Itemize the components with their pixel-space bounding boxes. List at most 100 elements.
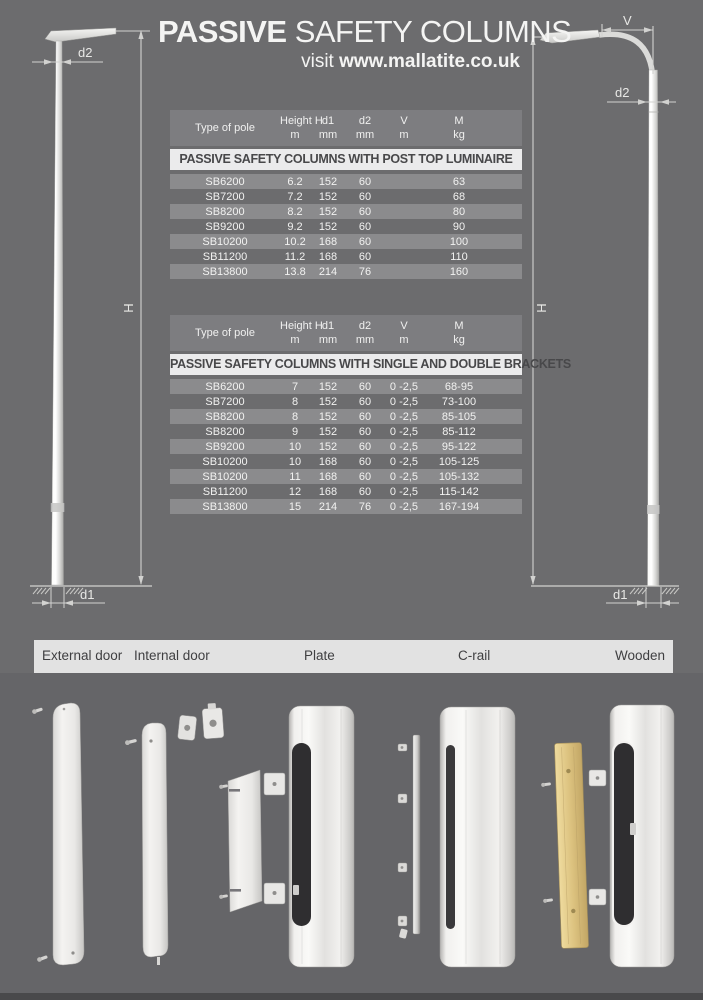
table-row: SB10200 10.2 168 60 100 bbox=[170, 234, 522, 249]
external-door-panel bbox=[52, 702, 85, 966]
c-rail-pole-section bbox=[439, 706, 516, 968]
table-cell: 60 bbox=[358, 205, 372, 218]
right-v-label: V bbox=[623, 13, 632, 28]
subtitle-prefix: visit bbox=[301, 50, 340, 72]
table-cell: 7.2 bbox=[287, 190, 303, 203]
arrow bbox=[644, 27, 653, 33]
table-cell: 105-132 bbox=[438, 470, 480, 483]
table-cell: 60 bbox=[358, 235, 372, 248]
table-cell: 12 bbox=[288, 485, 302, 498]
table-cell: 15 bbox=[288, 500, 302, 513]
table-cell: 152 bbox=[318, 395, 338, 408]
table-cell: 115-142 bbox=[439, 485, 479, 498]
table-row: SB10200 10 168 60 0 -2,5 105-125 bbox=[170, 454, 522, 469]
table-cell: 11.2 bbox=[284, 250, 306, 263]
table-row: SB13800 15 214 76 0 -2,5 167-194 bbox=[170, 499, 522, 514]
table-cell: 0 -2,5 bbox=[389, 485, 419, 498]
label-external-door: External door bbox=[42, 648, 123, 663]
arrow bbox=[44, 59, 53, 65]
arrow bbox=[138, 30, 144, 39]
table-cell: 152 bbox=[318, 425, 338, 438]
plate-slot bbox=[230, 889, 241, 892]
table-cell: 6.2 bbox=[287, 175, 303, 188]
table-cell: SB8200 bbox=[205, 205, 245, 218]
arrow bbox=[602, 27, 611, 33]
clip-piece bbox=[397, 862, 408, 873]
door-tab bbox=[157, 957, 160, 965]
left-h-label: H bbox=[121, 303, 136, 312]
table-row: SB8200 9 152 60 0 -2,5 85-112 bbox=[170, 424, 522, 439]
website-link[interactable]: www.mallatite.co.uk bbox=[339, 50, 520, 72]
screw-icon bbox=[37, 955, 48, 962]
table-cell: 68 bbox=[452, 190, 466, 203]
c-rail-image bbox=[397, 706, 516, 968]
screw-hole bbox=[71, 951, 75, 955]
table-row: SB11200 11.2 168 60 110 bbox=[170, 249, 522, 264]
header: PASSIVE SAFETY COLUMNS visit www.mallati… bbox=[158, 15, 572, 73]
bracket-plate bbox=[588, 888, 607, 906]
c-rail-strip bbox=[412, 734, 421, 935]
table-cell: 60 bbox=[358, 395, 372, 408]
clip-piece bbox=[397, 915, 408, 939]
title-rest: SAFETY COLUMNS bbox=[286, 14, 572, 49]
table-cell: 152 bbox=[318, 205, 338, 218]
plate-image bbox=[219, 705, 355, 968]
table-row: SB9200 9.2 152 60 90 bbox=[170, 219, 522, 234]
table-cell: 95-122 bbox=[441, 440, 477, 453]
table-row: SB10200 11 168 60 0 -2,5 105-132 bbox=[170, 469, 522, 484]
column-header: Type of pole bbox=[195, 121, 255, 134]
screw-hole bbox=[62, 707, 66, 711]
table-cell: 11 bbox=[289, 470, 301, 483]
right-d2-label: d2 bbox=[615, 85, 629, 100]
table-cell: 8 bbox=[291, 395, 299, 408]
table-cell: SB8200 bbox=[205, 425, 245, 438]
arrow bbox=[661, 600, 670, 606]
table-cell: 68-95 bbox=[444, 380, 474, 393]
arrow bbox=[138, 576, 144, 585]
right-bracket-arm bbox=[598, 31, 656, 81]
table-cell: 60 bbox=[358, 175, 372, 188]
table-cell: SB8200 bbox=[205, 410, 245, 423]
table-cell: 160 bbox=[449, 265, 469, 278]
table-cell: SB9200 bbox=[205, 220, 245, 233]
right-d1-label: d1 bbox=[613, 587, 627, 602]
table-row: SB8200 8 152 60 0 -2,5 85-105 bbox=[170, 409, 522, 424]
table-row: SB8200 8.2 152 60 80 bbox=[170, 204, 522, 219]
table-cell: 0 -2,5 bbox=[389, 455, 419, 468]
table-cell: 60 bbox=[358, 470, 372, 483]
left-luminaire bbox=[44, 27, 117, 43]
right-pole-diagram: V d2 H bbox=[530, 13, 680, 608]
left-d1-label: d1 bbox=[80, 587, 94, 602]
table-cell: 60 bbox=[358, 425, 372, 438]
table-cell: 168 bbox=[318, 250, 338, 263]
table-cell: 105-125 bbox=[438, 455, 480, 468]
label-plate: Plate bbox=[304, 648, 335, 663]
page-subtitle: visit www.mallatite.co.uk bbox=[158, 51, 520, 73]
table-body: SB6200 7 152 60 0 -2,5 68-95 SB7200 8 152 60 0 -2,… bbox=[170, 379, 522, 514]
left-pole-diagram: d2 H bbox=[30, 27, 152, 608]
screw-icon bbox=[219, 894, 228, 899]
arrow bbox=[42, 600, 51, 606]
table-cell: SB11200 bbox=[202, 250, 248, 263]
screw-icon bbox=[219, 784, 228, 789]
clip-piece bbox=[397, 743, 408, 752]
door-aperture bbox=[292, 743, 311, 926]
column-header: d2 mm bbox=[355, 114, 375, 141]
table-cell: 152 bbox=[318, 410, 338, 423]
table-cell: 60 bbox=[358, 250, 372, 263]
table-cell: 8 bbox=[291, 410, 299, 423]
table-row: SB6200 7 152 60 0 -2,5 68-95 bbox=[170, 379, 522, 394]
table-cell: SB13800 bbox=[202, 265, 248, 278]
table-cell: 76 bbox=[358, 265, 372, 278]
table-cell: 168 bbox=[318, 455, 338, 468]
table-cell: 0 -2,5 bbox=[389, 410, 419, 423]
table-cell: 85-105 bbox=[441, 410, 477, 423]
table-cell: 73-100 bbox=[441, 395, 477, 408]
left-ground-hatch bbox=[32, 587, 84, 595]
table-cell: 0 -2,5 bbox=[389, 395, 419, 408]
table-cell: 13.8 bbox=[284, 265, 306, 278]
table-cell: 152 bbox=[318, 440, 338, 453]
